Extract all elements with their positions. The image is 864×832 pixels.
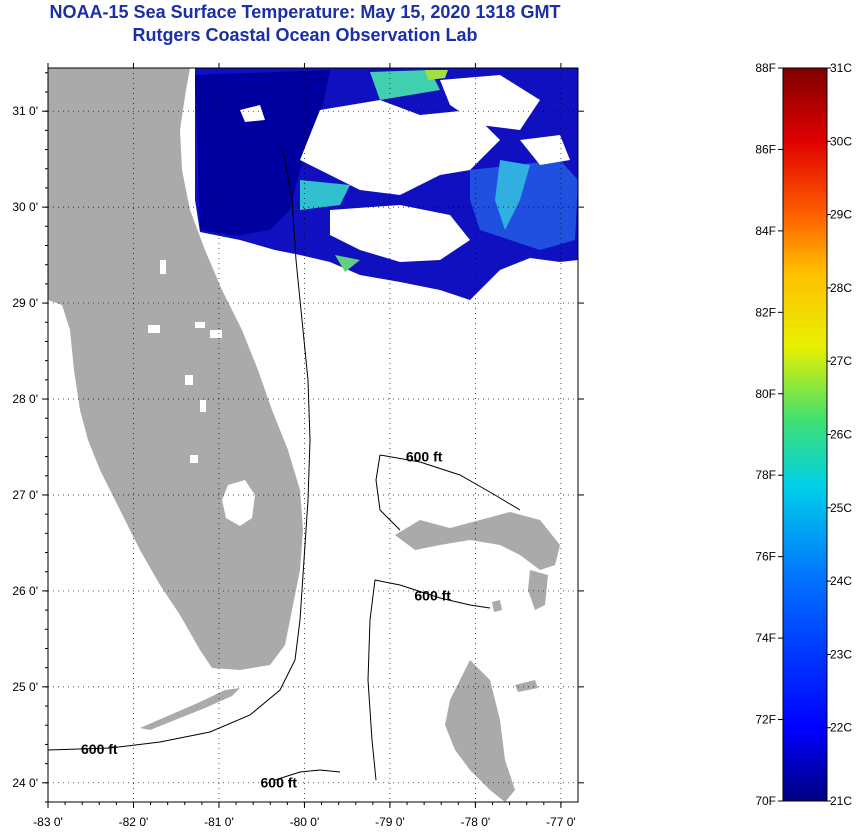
lat-tick-label: 24 0'	[12, 776, 38, 790]
lat-tick-label: 31 0'	[12, 104, 38, 118]
lon-tick-label: -83 0'	[33, 815, 63, 829]
colorbar-celsius-labels: 31C 30C 29C 28C 27C 26C 25C 24C 23C 22C 21C	[827, 61, 852, 808]
lon-tick-label: -77 0'	[546, 815, 576, 829]
colorbar-c-label: 25C	[830, 501, 852, 515]
colorbar	[782, 67, 828, 802]
colorbar-f-label: 72F	[755, 713, 776, 727]
bahamas-islet	[515, 680, 538, 692]
colorbar-f-label: 84F	[755, 224, 776, 238]
contour-label: 600 ft	[406, 448, 443, 464]
colorbar-c-label: 26C	[830, 428, 852, 442]
florida-keys	[140, 688, 240, 730]
latitude-axis: 31 0' 30 0' 29 0' 28 0' 27 0' 26 0' 25 0' 24 0'	[12, 72, 584, 803]
lat-tick-label: 29 0'	[12, 296, 38, 310]
bahamas-abaco-south	[528, 570, 548, 610]
colorbar-fahrenheit-labels: 88F 86F 84F 82F 80F 78F 76F 74F 72F 70F	[755, 61, 783, 808]
inland-lakes	[148, 260, 222, 463]
colorbar-c-label: 28C	[830, 281, 852, 295]
lat-tick-label: 25 0'	[12, 680, 38, 694]
bahamas-islet	[492, 600, 502, 612]
map-subtitle: Rutgers Coastal Ocean Observation Lab	[132, 25, 478, 45]
lon-tick-label: -81 0'	[204, 815, 234, 829]
contour-label: 600 ft	[414, 588, 451, 604]
lat-lon-grid	[48, 68, 578, 802]
contour-label: 600 ft	[81, 741, 118, 757]
map-border	[47, 67, 579, 803]
colorbar-f-label: 88F	[755, 61, 776, 75]
colorbar-f-label: 70F	[755, 794, 776, 808]
lon-tick-label: -82 0'	[119, 815, 149, 829]
colorbar-c-label: 24C	[830, 574, 852, 588]
colorbar-f-label: 74F	[755, 631, 776, 645]
colorbar-f-label: 76F	[755, 550, 776, 564]
colorbar-c-label: 21C	[830, 794, 852, 808]
lon-tick-label: -80 0'	[290, 815, 320, 829]
lon-tick-label: -79 0'	[375, 815, 405, 829]
lat-tick-label: 30 0'	[12, 200, 38, 214]
bahamas-north	[395, 512, 560, 570]
lon-tick-label: -78 0'	[461, 815, 491, 829]
colorbar-c-label: 30C	[830, 134, 852, 148]
colorbar-c-label: 31C	[830, 61, 852, 75]
colorbar-c-label: 27C	[830, 354, 852, 368]
colorbar-c-label: 23C	[830, 647, 852, 661]
lat-tick-label: 26 0'	[12, 584, 38, 598]
colorbar-f-label: 86F	[755, 142, 776, 156]
andros-island	[445, 660, 515, 802]
colorbar-c-label: 22C	[830, 721, 852, 735]
colorbar-f-label: 78F	[755, 468, 776, 482]
colorbar-f-label: 80F	[755, 387, 776, 401]
contour-labels: 600 ft 600 ft 600 ft 600 ft	[81, 448, 451, 790]
contour-label: 600 ft	[261, 775, 298, 791]
map-title: NOAA-15 Sea Surface Temperature: May 15,…	[49, 2, 561, 22]
colorbar-f-label: 82F	[755, 305, 776, 319]
colorbar-c-label: 29C	[830, 208, 852, 222]
lake-okeechobee	[222, 480, 255, 526]
lat-tick-label: 28 0'	[12, 392, 38, 406]
lat-tick-label: 27 0'	[12, 488, 38, 502]
